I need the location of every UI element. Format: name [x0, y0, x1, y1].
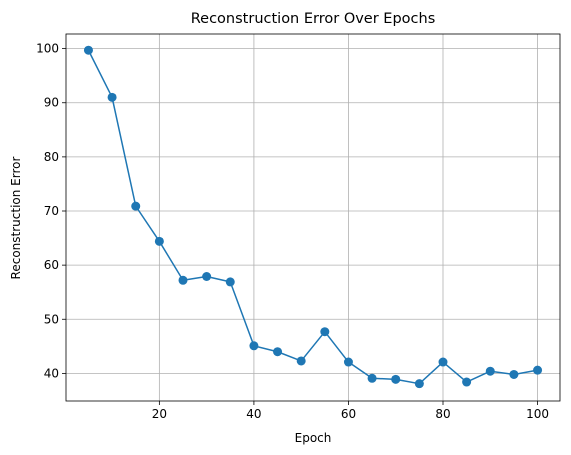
data-point: [296, 356, 306, 366]
data-point: [107, 92, 117, 102]
data-point: [83, 45, 93, 55]
series-line: [87, 49, 538, 385]
data-point: [367, 373, 377, 383]
plot-frame: [65, 33, 561, 402]
y-tick-label: 60: [44, 258, 59, 272]
y-tick-label: 50: [44, 312, 59, 326]
data-point: [131, 201, 141, 211]
data-point: [485, 366, 495, 376]
data-point: [225, 277, 235, 287]
data-point: [533, 365, 543, 375]
y-tick-label: 90: [44, 96, 59, 110]
data-point: [343, 357, 353, 367]
ticks-layer: 20 40 60 80 100 40 50 60 70 80 90 100: [36, 42, 549, 421]
data-point: [462, 377, 472, 387]
x-tick-label: 60: [341, 407, 356, 421]
data-point: [249, 341, 259, 351]
y-tick-label: 80: [44, 150, 59, 164]
data-point: [202, 272, 212, 282]
x-axis-label: Epoch: [295, 431, 332, 445]
data-point: [509, 369, 519, 379]
data-point: [414, 379, 424, 389]
data-point: [391, 374, 401, 384]
x-tick-label: 80: [435, 407, 450, 421]
x-tick-label: 40: [246, 407, 261, 421]
x-tick-label: 100: [526, 407, 549, 421]
y-tick-label: 70: [44, 204, 59, 218]
grid-layer: [66, 34, 560, 401]
y-tick-label: 40: [44, 366, 59, 380]
data-point: [320, 327, 330, 337]
y-axis-label: Reconstruction Error: [9, 157, 23, 280]
data-point: [273, 347, 283, 357]
data-point: [154, 236, 164, 246]
x-tick-label: 20: [152, 407, 167, 421]
data-point: [438, 357, 448, 367]
data-point: [178, 275, 188, 285]
series-layer: [83, 45, 543, 389]
chart-title: Reconstruction Error Over Epochs: [191, 11, 436, 27]
y-tick-label: 100: [36, 42, 59, 56]
